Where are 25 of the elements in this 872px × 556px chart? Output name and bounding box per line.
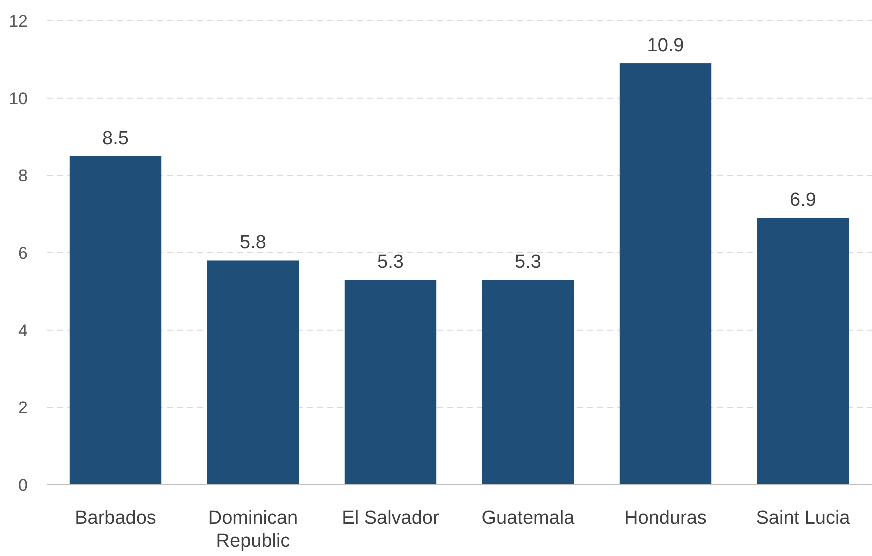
x-tick-label: Barbados xyxy=(75,508,156,529)
data-label: 10.9 xyxy=(647,36,684,57)
bar xyxy=(207,260,300,485)
x-tick-label: Saint Lucia xyxy=(756,508,851,529)
y-tick-label: 10 xyxy=(9,89,28,108)
x-tick-label: Dominican Republic xyxy=(208,508,298,552)
y-tick-label: 2 xyxy=(18,398,28,418)
data-label: 5.3 xyxy=(378,252,404,274)
y-tick-label: 12 xyxy=(9,12,28,31)
data-label: 5.3 xyxy=(515,252,542,274)
x-tick-label: El Salvador xyxy=(342,508,440,529)
bar xyxy=(70,156,162,485)
bar xyxy=(757,218,850,485)
data-label: 6.9 xyxy=(790,190,816,212)
data-label: 5.8 xyxy=(240,232,266,254)
bar xyxy=(620,64,712,485)
data-label: 8.5 xyxy=(102,128,129,150)
bar xyxy=(482,280,574,485)
y-tick-label: 0 xyxy=(18,476,28,495)
bar xyxy=(344,280,437,485)
y-tick-label: 6 xyxy=(18,244,28,263)
y-tick-label: 4 xyxy=(18,321,28,340)
x-tick-label: Guatemala xyxy=(482,508,576,529)
y-tick-label: 8 xyxy=(18,166,28,186)
x-tick-label: Honduras xyxy=(624,508,707,529)
